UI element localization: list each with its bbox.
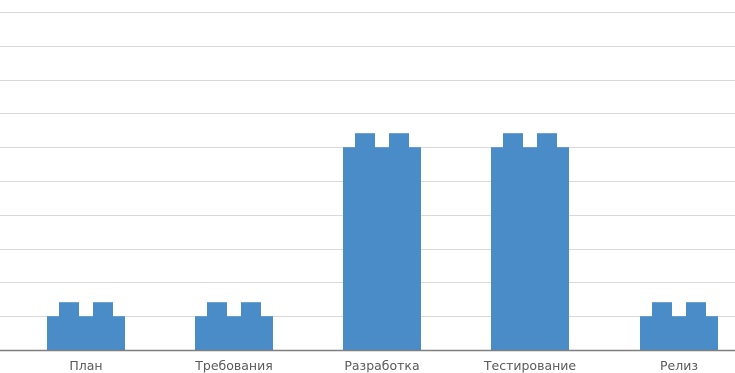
bars [47, 133, 718, 350]
bar-knob-2 [241, 302, 261, 318]
bar-knob-1 [207, 302, 227, 318]
bar-knob-1 [652, 302, 672, 318]
bar-4 [491, 133, 569, 350]
x-tick-label: Разработка [344, 358, 419, 373]
bar-body [491, 147, 569, 350]
bar-knob-1 [503, 133, 523, 149]
x-tick-label: Требования [194, 358, 272, 373]
bar-body [343, 147, 421, 350]
bar-1 [47, 302, 125, 350]
bar-body [47, 316, 125, 350]
bar-2 [195, 302, 273, 350]
x-tick-label: Релиз [660, 358, 698, 373]
bar-knob-2 [389, 133, 409, 149]
bar-knob-2 [537, 133, 557, 149]
bar-knob-1 [355, 133, 375, 149]
bar-knob-2 [93, 302, 113, 318]
bar-knob-1 [59, 302, 79, 318]
bar-5 [640, 302, 718, 350]
bar-body [640, 316, 718, 350]
x-tick-label: План [69, 358, 102, 373]
bar-3 [343, 133, 421, 350]
bar-knob-2 [686, 302, 706, 318]
bar-body [195, 316, 273, 350]
x-tick-labels: План Требования Разработка Тестирование Рели… [69, 358, 698, 373]
x-tick-label: Тестирование [483, 358, 577, 373]
